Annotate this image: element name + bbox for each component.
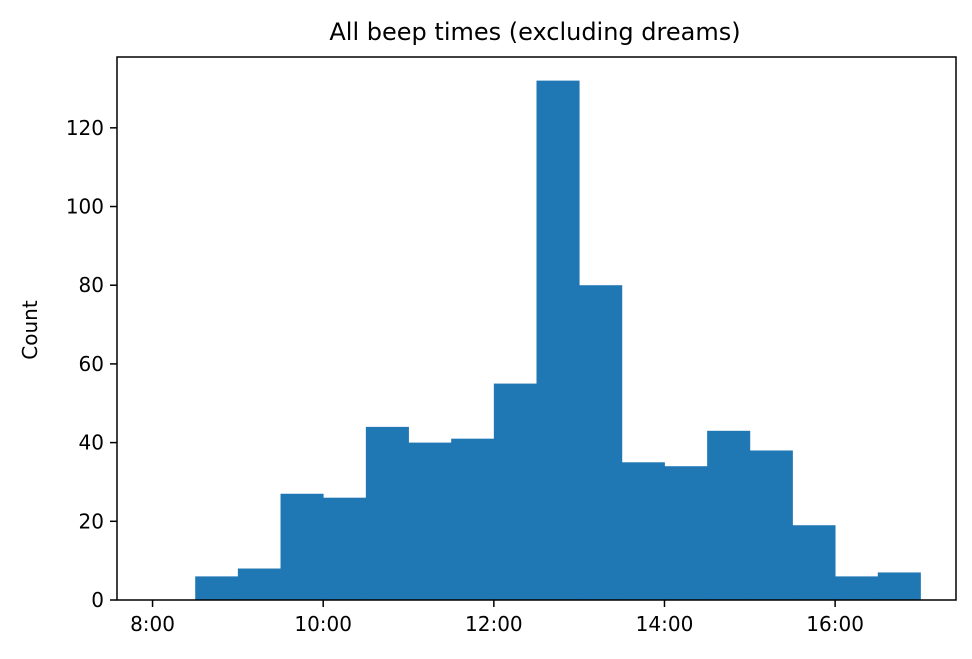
y-tick-label: 100 [66, 195, 104, 219]
histogram-bar [579, 285, 623, 600]
x-tick-label: 12:00 [465, 612, 523, 636]
histogram-bar [365, 426, 409, 600]
histogram-bar [323, 497, 367, 600]
histogram-bar [664, 466, 708, 600]
x-tick-label: 10:00 [294, 612, 352, 636]
histogram-bar [877, 572, 921, 600]
x-tick-label: 16:00 [806, 612, 864, 636]
histogram-bar [621, 462, 665, 600]
histogram-bar [237, 568, 281, 600]
y-axis-label: Count [18, 300, 42, 360]
histogram-bar [835, 576, 879, 600]
histogram-bar [195, 576, 239, 600]
histogram-bar [451, 438, 495, 600]
plot-frame [116, 56, 957, 601]
histogram-bar [536, 80, 580, 600]
histogram-bar [749, 450, 793, 600]
histogram-bar [408, 442, 452, 600]
chart-title: All beep times (excluding dreams) [329, 18, 740, 46]
histogram-bar [280, 493, 324, 600]
y-tick-label: 0 [91, 588, 104, 612]
histogram-bar [792, 525, 836, 600]
bars-group [195, 80, 921, 600]
y-tick-label: 60 [79, 352, 104, 376]
histogram-bar [707, 430, 751, 600]
x-tick-label: 14:00 [636, 612, 694, 636]
x-tick-label: 8:00 [130, 612, 175, 636]
histogram-bar [493, 383, 537, 600]
y-tick-label: 80 [79, 273, 104, 297]
y-tick-label: 20 [79, 509, 104, 533]
x-axis-ticks: 8:00 10:00 12:00 14:00 16:00 [130, 600, 864, 636]
y-axis-ticks: 0 20 40 60 80 100 120 [66, 116, 117, 612]
y-tick-label: 120 [66, 116, 104, 140]
y-tick-label: 40 [79, 431, 104, 455]
